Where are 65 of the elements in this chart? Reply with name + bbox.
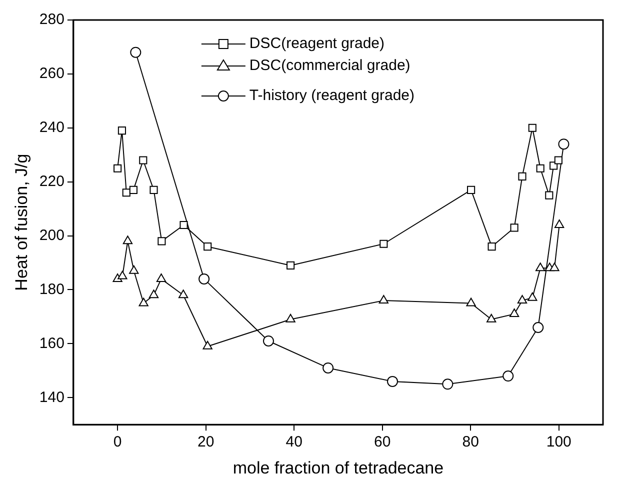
point — [180, 220, 188, 230]
y-axis-title: Heat of fusion, J/g — [12, 154, 31, 291]
point — [286, 261, 295, 270]
x-tick-label: 40 — [286, 434, 302, 451]
point — [380, 240, 388, 248]
point — [138, 298, 148, 306]
point — [442, 378, 454, 390]
point — [114, 164, 122, 172]
point — [122, 236, 133, 244]
point — [158, 237, 166, 246]
point — [466, 298, 476, 306]
legend-label: DSC(commercial grade) — [249, 57, 410, 74]
y-tick-label: 260 — [39, 65, 64, 82]
point — [139, 156, 148, 164]
point — [518, 172, 526, 180]
point — [129, 265, 139, 274]
point — [536, 164, 544, 172]
point — [150, 186, 158, 194]
point — [148, 290, 159, 298]
y-tick-label: 140 — [39, 388, 64, 406]
point — [122, 188, 130, 197]
point — [156, 273, 166, 282]
y-tick-label: 280 — [39, 11, 64, 28]
legend-label: DSC(reagent grade) — [249, 35, 385, 52]
point — [488, 242, 496, 251]
point — [129, 186, 138, 194]
point — [517, 295, 528, 304]
point — [486, 314, 496, 322]
y-tick-label: 180 — [39, 280, 64, 298]
point — [528, 292, 538, 301]
point — [202, 340, 212, 350]
point — [528, 124, 536, 132]
point — [130, 46, 142, 58]
point — [554, 220, 564, 228]
point — [198, 273, 210, 284]
x-tick-label: 80 — [462, 434, 479, 451]
y-tick-label: 160 — [39, 334, 64, 352]
point — [467, 186, 476, 194]
y-tick-label: 200 — [39, 226, 64, 244]
y-tick-label: 240 — [39, 119, 64, 136]
point — [510, 224, 518, 232]
point — [204, 242, 212, 251]
y-tick-label: 220 — [39, 172, 64, 190]
point — [532, 322, 544, 333]
point — [378, 295, 388, 304]
point — [118, 270, 128, 280]
point — [322, 362, 334, 374]
point — [386, 376, 398, 387]
x-tick-label: 20 — [197, 434, 214, 451]
legend-label: T-history (reagent grade) — [249, 87, 415, 104]
point — [502, 370, 514, 382]
point — [286, 314, 296, 322]
x-tick-label: 60 — [374, 434, 391, 451]
x-axis-title: mole fraction of tetradecane — [232, 458, 444, 478]
point — [178, 290, 188, 298]
point — [262, 335, 274, 346]
point — [118, 126, 126, 135]
x-tick-label: 100 — [546, 434, 572, 451]
x-tick-label: 0 — [113, 434, 122, 451]
point — [558, 138, 570, 150]
point — [536, 262, 546, 272]
point — [554, 156, 562, 164]
point — [545, 191, 554, 200]
point — [550, 262, 560, 272]
point — [509, 308, 520, 318]
